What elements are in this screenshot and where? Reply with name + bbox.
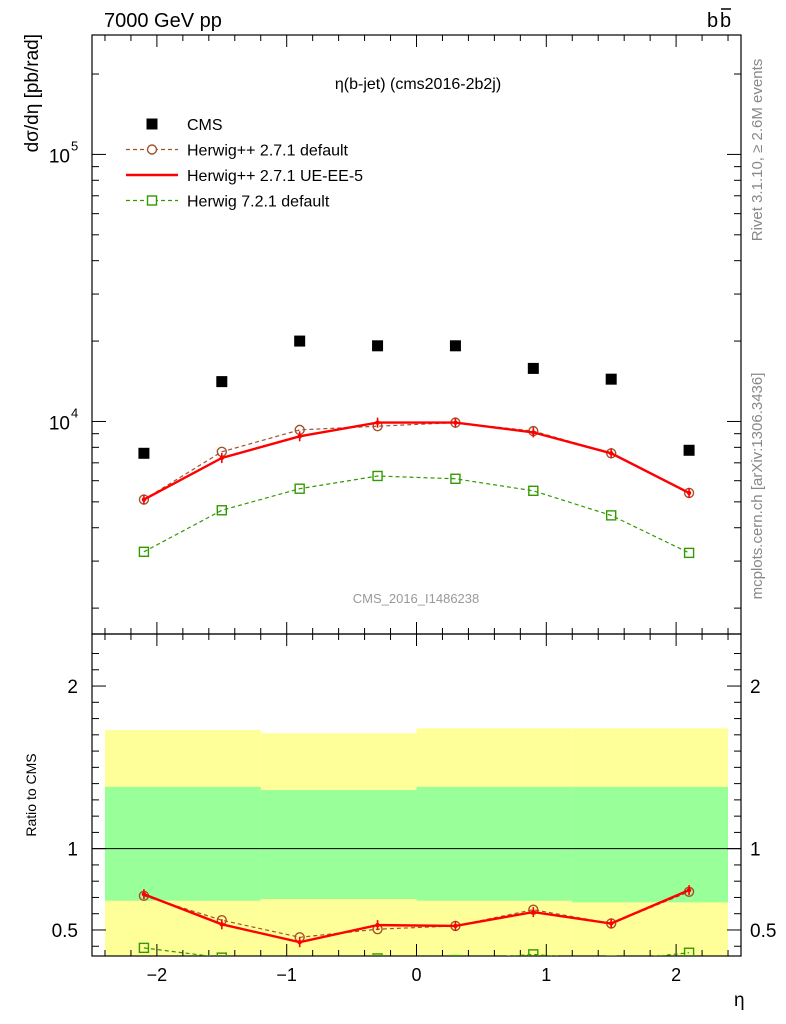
data-point	[294, 335, 306, 347]
inner-uncertainty-band	[260, 790, 417, 900]
series-point	[531, 909, 536, 915]
main-series-solid	[141, 417, 692, 505]
main-y-axis-label: dσ/dη [pb/rad]	[22, 34, 43, 152]
series-point	[528, 485, 539, 496]
series-line	[143, 475, 690, 554]
main-series-data	[138, 335, 695, 459]
inner-uncertainty-band	[104, 786, 261, 901]
data-point	[527, 362, 539, 374]
data-point	[449, 340, 461, 352]
process-label: b b	[707, 8, 731, 32]
process-label-bbar: b	[720, 10, 731, 32]
legend: CMS Herwig++ 2.7.1 default Herwig++ 2.7.1 …	[126, 117, 363, 211]
series-point	[606, 955, 617, 956]
ratio-series-solid	[141, 885, 692, 948]
watermark: CMS_2016_I1486238	[353, 591, 480, 606]
series-point	[294, 483, 305, 494]
inner-uncertainty-band	[416, 786, 573, 901]
ratio-y-tick-label: 2	[67, 677, 78, 698]
series-point	[216, 505, 228, 516]
y-tick-exponent: 5	[71, 138, 78, 153]
legend-label: Herwig 7.2.1 default	[187, 194, 330, 211]
series-point	[138, 546, 150, 558]
x-tick-label: 0	[411, 965, 421, 985]
series-point	[219, 922, 224, 927]
series-point	[297, 434, 302, 439]
series-point	[528, 949, 539, 956]
series-point	[606, 510, 617, 521]
rivet-version-label: Rivet 3.1.10, ≥ 2.6M events	[749, 59, 766, 242]
series-point	[450, 473, 461, 484]
x-tick-label: 1	[541, 965, 551, 985]
data-point	[683, 444, 695, 456]
series-point	[216, 952, 228, 956]
series-point	[141, 892, 147, 897]
legend-label: Herwig++ 2.7.1 default	[187, 143, 349, 160]
legend-marker-square	[146, 195, 158, 206]
process-label-b: b	[707, 10, 718, 32]
x-tick-label: 2	[671, 965, 681, 985]
series-point	[372, 953, 383, 956]
series-point	[375, 420, 380, 425]
data-point	[605, 373, 617, 385]
inner-uncertainty-band	[572, 786, 729, 903]
series-line	[143, 421, 690, 501]
legend-label: Herwig++ 2.7.1 UE-EE-5	[187, 168, 363, 185]
ratio-y-tick-label: 1	[67, 840, 78, 861]
ratio-y-tick-label-right: 1	[750, 840, 761, 861]
series-point	[372, 470, 383, 482]
legend-marker-square	[146, 118, 158, 130]
plot-title: η(b-jet) (cms2016-2b2j)	[335, 76, 501, 93]
series-point	[683, 547, 695, 559]
series-point	[141, 497, 147, 502]
ratio-y-tick-label-right: 0.5	[750, 921, 776, 942]
x-axis-label: η	[734, 990, 745, 1011]
mcplots-label: mcplots.cern.ch [arXiv:1306.3436]	[749, 373, 766, 600]
series-point	[686, 490, 692, 496]
series-point	[219, 455, 224, 461]
main-series-dashed-square	[138, 470, 695, 559]
data-point	[216, 376, 228, 388]
ratio-y-tick-label: 0.5	[52, 921, 78, 942]
y-tick-label: 10	[49, 413, 70, 434]
series-point	[683, 947, 695, 956]
series-point	[686, 887, 692, 893]
series-point	[138, 942, 150, 954]
collision-label: 7000 GeV pp	[104, 10, 222, 32]
ratio-y-axis-label: Ratio to CMS	[23, 753, 39, 836]
series-point	[453, 923, 458, 929]
series-point	[453, 420, 458, 425]
series-point	[531, 430, 536, 435]
series-point	[375, 922, 380, 928]
y-tick-label: 10	[49, 146, 70, 167]
legend-marker-circle	[146, 144, 158, 155]
data-point	[138, 447, 150, 459]
legend-label: CMS	[187, 117, 223, 134]
series-point	[609, 921, 614, 926]
ratio-y-tick-label-right: 2	[750, 677, 761, 698]
x-tick-label: −1	[276, 965, 297, 985]
series-point	[609, 451, 614, 456]
series-line	[143, 888, 690, 944]
x-tick-label: −2	[147, 965, 168, 985]
ratio-bands	[104, 728, 729, 956]
ratio-series-dashed-square	[138, 942, 695, 956]
series-point	[450, 954, 461, 956]
series-point	[297, 939, 302, 945]
series-line	[143, 421, 690, 501]
y-tick-exponent: 4	[71, 405, 78, 420]
data-point	[372, 340, 384, 352]
